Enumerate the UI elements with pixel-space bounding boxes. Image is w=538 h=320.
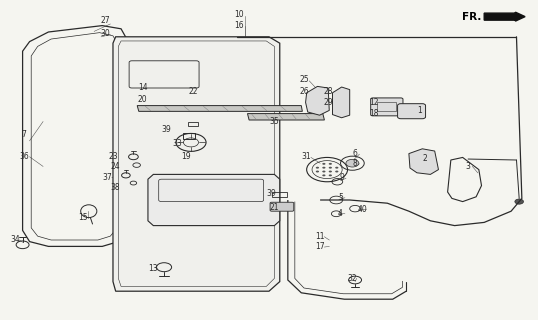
Text: 10: 10 xyxy=(235,10,244,19)
Text: 19: 19 xyxy=(181,152,190,161)
Circle shape xyxy=(515,199,523,204)
Circle shape xyxy=(329,174,332,176)
Text: 25: 25 xyxy=(299,76,309,84)
FancyArrow shape xyxy=(484,12,525,21)
Text: 6: 6 xyxy=(352,149,358,158)
Polygon shape xyxy=(113,37,280,291)
Text: 35: 35 xyxy=(270,117,279,126)
Text: 18: 18 xyxy=(369,109,379,118)
Text: 33: 33 xyxy=(173,140,182,148)
Text: FR.: FR. xyxy=(462,12,482,22)
Circle shape xyxy=(329,171,332,172)
Circle shape xyxy=(322,171,325,172)
Text: 28: 28 xyxy=(323,87,333,96)
Text: 13: 13 xyxy=(148,264,158,273)
Text: 5: 5 xyxy=(338,193,343,202)
Circle shape xyxy=(329,163,332,165)
Text: 26: 26 xyxy=(299,87,309,96)
Text: 31: 31 xyxy=(302,152,312,161)
Text: 3: 3 xyxy=(465,162,471,171)
Circle shape xyxy=(329,167,332,169)
Text: 16: 16 xyxy=(235,21,244,30)
Text: 17: 17 xyxy=(315,242,325,251)
Text: 40: 40 xyxy=(357,205,367,214)
Polygon shape xyxy=(409,149,438,174)
Text: 11: 11 xyxy=(315,232,325,241)
Circle shape xyxy=(316,167,319,169)
Polygon shape xyxy=(306,86,329,115)
Circle shape xyxy=(322,163,325,165)
Polygon shape xyxy=(137,106,302,111)
Text: 15: 15 xyxy=(79,213,88,222)
Text: 30: 30 xyxy=(100,29,110,38)
FancyBboxPatch shape xyxy=(270,202,294,211)
Text: 37: 37 xyxy=(103,173,112,182)
Text: 22: 22 xyxy=(189,87,199,96)
Circle shape xyxy=(322,174,325,176)
Circle shape xyxy=(346,159,359,167)
Text: 21: 21 xyxy=(270,204,279,212)
Text: 27: 27 xyxy=(100,16,110,25)
Polygon shape xyxy=(148,174,280,226)
Text: 34: 34 xyxy=(10,236,20,244)
Text: 1: 1 xyxy=(417,106,422,115)
Text: 38: 38 xyxy=(111,183,121,192)
Text: 29: 29 xyxy=(323,98,333,107)
Circle shape xyxy=(335,171,338,172)
Text: 9: 9 xyxy=(339,173,344,182)
Text: 12: 12 xyxy=(369,98,379,107)
FancyBboxPatch shape xyxy=(371,98,403,116)
FancyBboxPatch shape xyxy=(398,104,426,119)
Text: 2: 2 xyxy=(423,154,427,163)
Circle shape xyxy=(316,171,319,172)
Text: 32: 32 xyxy=(348,274,357,283)
Text: 24: 24 xyxy=(111,162,121,171)
Circle shape xyxy=(322,167,325,169)
Polygon shape xyxy=(332,87,350,118)
Text: 23: 23 xyxy=(108,152,118,161)
Text: 39: 39 xyxy=(162,125,172,134)
Text: 20: 20 xyxy=(138,95,147,104)
Polygon shape xyxy=(247,114,324,120)
Text: 39: 39 xyxy=(267,189,277,198)
Circle shape xyxy=(335,167,338,169)
Text: 8: 8 xyxy=(353,159,357,168)
Text: 4: 4 xyxy=(338,209,343,218)
Text: 36: 36 xyxy=(19,152,29,161)
Text: 7: 7 xyxy=(22,130,27,139)
Text: 14: 14 xyxy=(138,84,147,92)
